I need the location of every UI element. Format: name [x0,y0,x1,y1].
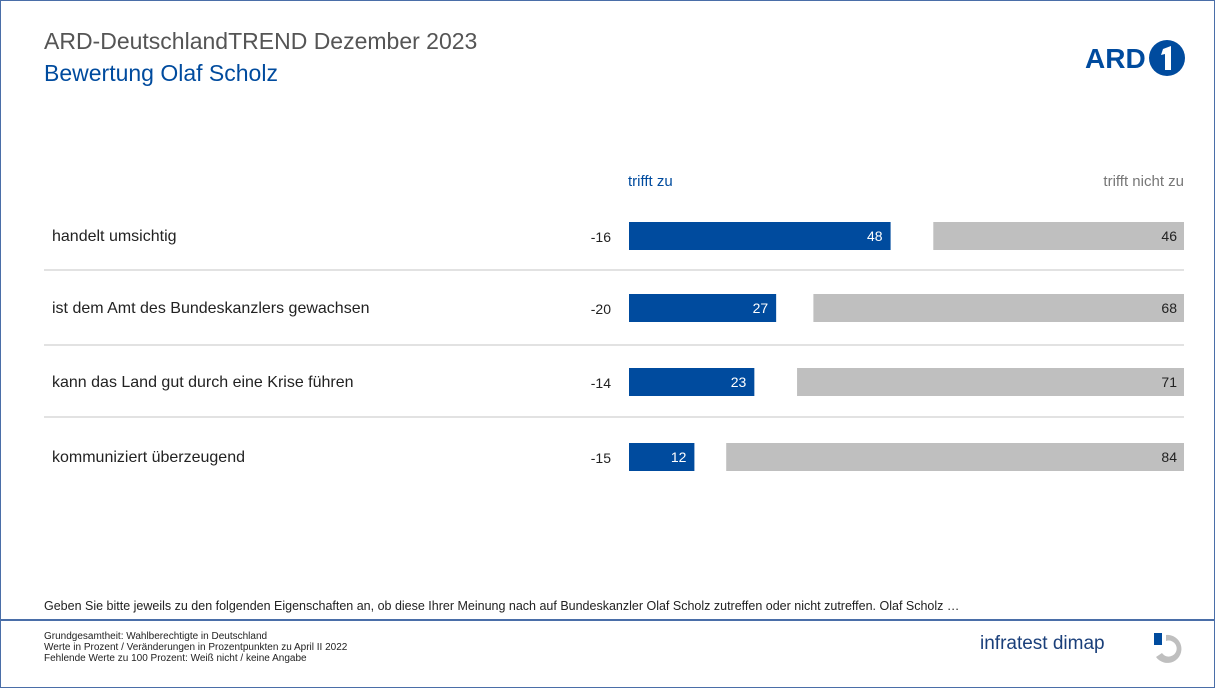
row-divider [44,344,1184,346]
row-label: kann das Land gut durch eine Krise führe… [52,374,354,391]
survey-question: Geben Sie bitte jeweils zu den folgenden… [44,599,960,613]
row-change: -15 [590,450,611,466]
footnotes: Grundgesamtheit: Wahlberechtigte in Deut… [44,631,347,664]
row-label: ist dem Amt des Bundeskanzlers gewachsen [52,300,370,317]
infratest-dimap-logo: infratest dimap [980,633,1105,654]
row-change: -16 [590,229,611,245]
row-change: -14 [590,375,611,391]
row-label: handelt umsichtig [52,228,177,245]
row-divider [44,269,1184,271]
footnote-line: Werte in Prozent / Veränderungen in Proz… [44,642,348,653]
row-divider [44,416,1184,418]
footnote-line: Fehlende Werte zu 100 Prozent: Weiß nich… [44,653,307,664]
legend-agree: trifft zu [628,173,673,190]
dimap-mark-icon [1154,633,1182,663]
footnote-line: Grundgesamtheit: Wahlberechtigte in Deut… [44,631,268,642]
page-title: ARD-DeutschlandTREND Dezember 2023 [44,28,478,54]
page-subtitle: Bewertung Olaf Scholz [44,60,278,86]
ard-logo-text: ARD [1085,43,1146,74]
row-label: kommuniziert überzeugend [52,449,245,466]
footer-rule [0,619,1215,621]
ard-logo-icon: ARD [1085,40,1185,76]
legend-disagree: trifft nicht zu [1103,173,1184,190]
row-change: -20 [590,301,611,317]
